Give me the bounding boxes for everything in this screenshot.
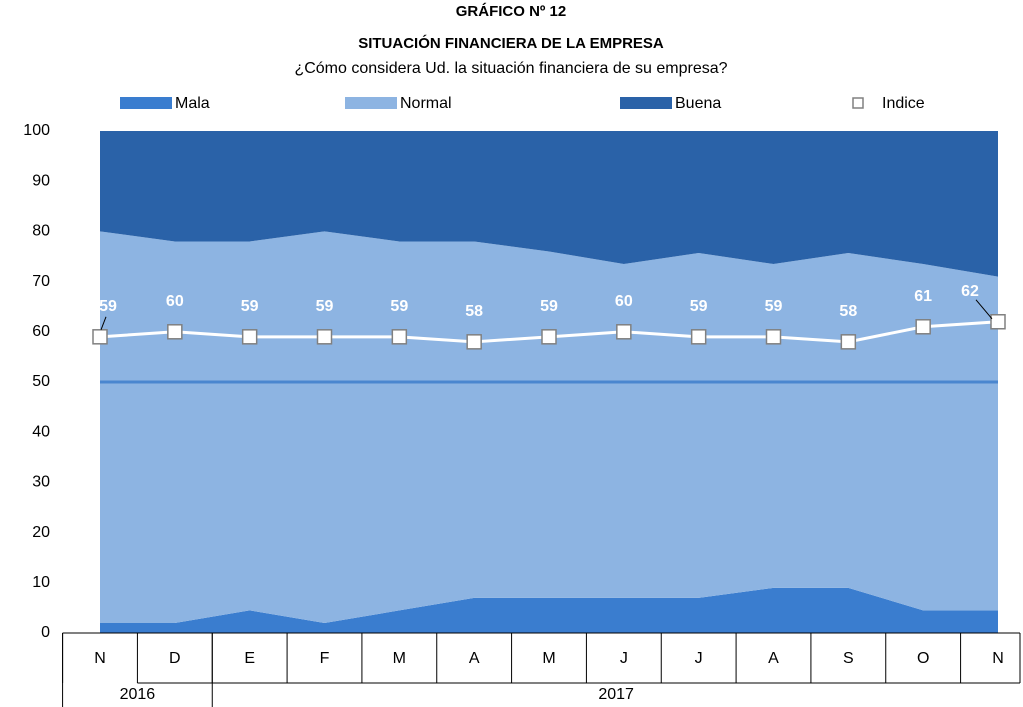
legend-swatch [120, 97, 172, 109]
x-tick-label: S [843, 650, 854, 667]
data-label: 58 [839, 303, 857, 320]
index-marker [616, 324, 632, 340]
y-tick-label: 80 [32, 223, 50, 240]
label-leader [975, 299, 993, 320]
y-tick-label: 30 [32, 474, 50, 491]
legend-swatch [620, 97, 672, 109]
index-marker [915, 319, 931, 335]
index-marker [316, 329, 333, 345]
x-tick-label: A [768, 650, 779, 667]
legend-label: Mala [175, 95, 210, 112]
data-label: 59 [316, 298, 334, 315]
data-label: 61 [914, 288, 932, 305]
y-tick-label: 50 [32, 373, 50, 390]
data-label: 62 [961, 283, 979, 300]
x-tick-label: M [542, 650, 555, 667]
legend-label: Indice [882, 95, 925, 112]
index-marker [541, 329, 557, 345]
index-marker [167, 324, 183, 340]
index-marker [765, 329, 782, 345]
legend-label: Buena [675, 95, 721, 112]
index-marker [466, 334, 482, 350]
y-tick-label: 100 [23, 122, 50, 139]
y-tick-label: 10 [32, 574, 50, 591]
x-tick-label: A [469, 650, 480, 667]
x-group-label: 2017 [598, 686, 634, 703]
data-label: 59 [540, 298, 558, 315]
x-tick-label: N [94, 650, 106, 667]
chart-question: ¿Cómo considera Ud. la situación financi… [294, 60, 727, 77]
x-tick-label: O [917, 650, 929, 667]
x-tick-label: N [992, 650, 1004, 667]
legend-swatch [345, 97, 397, 109]
chart-title: GRÁFICO Nº 12 [456, 3, 567, 20]
x-tick-label: M [393, 650, 406, 667]
x-tick-label: J [620, 650, 628, 667]
data-label: 59 [241, 298, 259, 315]
data-label: 60 [615, 293, 633, 310]
index-marker [990, 314, 1006, 330]
y-tick-label: 20 [32, 524, 50, 541]
y-tick-label: 0 [41, 624, 50, 641]
y-tick-label: 70 [32, 273, 50, 290]
data-label: 59 [390, 298, 408, 315]
data-label: 59 [99, 298, 117, 315]
data-label: 59 [690, 298, 708, 315]
x-tick-label: J [695, 650, 703, 667]
chart-subtitle: SITUACIÓN FINANCIERA DE LA EMPRESA [358, 34, 664, 52]
data-label: 58 [465, 303, 483, 320]
area [100, 231, 998, 623]
legend-marker [852, 97, 864, 109]
legend-label: Normal [400, 95, 452, 112]
index-marker [241, 329, 258, 345]
y-tick-label: 90 [32, 172, 50, 189]
index-marker [690, 329, 707, 345]
index-marker [391, 329, 408, 345]
area [100, 131, 998, 277]
label-leader [100, 316, 107, 330]
y-tick-label: 40 [32, 423, 50, 440]
x-tick-label: E [244, 650, 255, 667]
data-label: 59 [765, 298, 783, 315]
x-tick-label: F [320, 650, 330, 667]
x-tick-label: D [169, 650, 181, 667]
y-tick-label: 60 [32, 323, 50, 340]
index-marker [840, 334, 857, 350]
area [100, 587, 998, 633]
index-marker [92, 329, 108, 345]
data-label: 60 [166, 293, 184, 310]
x-group-label: 2016 [120, 686, 156, 703]
